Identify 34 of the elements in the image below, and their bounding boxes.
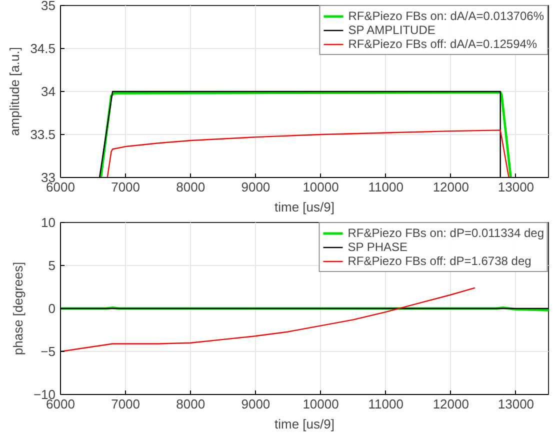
legend-label: RF&Piezo FBs on: dA/A=0.013706% [348,9,544,23]
y-tick-label: 34 [41,84,56,99]
legend-label: RF&Piezo FBs off: dP=1.6738 deg [348,254,532,268]
x-tick-label: 12000 [432,396,469,412]
line-series [60,287,476,352]
x-tick-label: 10000 [302,396,339,412]
x-tick-label: 13000 [498,180,534,194]
y-tick-label: 5 [48,258,56,273]
legend-label: RF&Piezo FBs on: dP=0.011334 deg [348,226,544,240]
x-tick-label: 8000 [176,180,206,194]
x-tick-label: 10000 [302,180,339,194]
x-axis-title: time [us/9] [274,200,334,214]
y-axis-title: phase [degrees] [10,262,26,356]
legend-label: SP PHASE [348,240,408,254]
legend-label: SP AMPLITUDE [348,23,436,37]
x-tick-label: 13000 [498,396,534,412]
line-series [106,130,510,178]
y-tick-label: 0 [48,301,56,316]
y-tick-label: 35 [41,0,56,13]
x-tick-label: 7000 [111,180,140,194]
x-tick-label: 9000 [241,180,270,194]
y-tick-label: 33.5 [30,127,56,142]
y-tick-label: 10 [41,215,56,230]
x-tick-label: 7000 [111,396,140,412]
y-tick-label: −5 [40,344,56,359]
x-tick-label: 8000 [176,396,206,412]
y-axis-title: amplitude [a.u.] [7,47,22,136]
x-tick-label: 12000 [432,180,469,194]
x-tick-label: 9000 [241,396,270,412]
x-axis-title: time [us/9] [274,416,334,432]
legend-label: RF&Piezo FBs off: dA/A=0.12594% [348,37,538,51]
y-tick-label: 34.5 [30,41,56,56]
x-tick-label: 11000 [368,396,404,412]
x-tick-label: 11000 [368,180,404,194]
